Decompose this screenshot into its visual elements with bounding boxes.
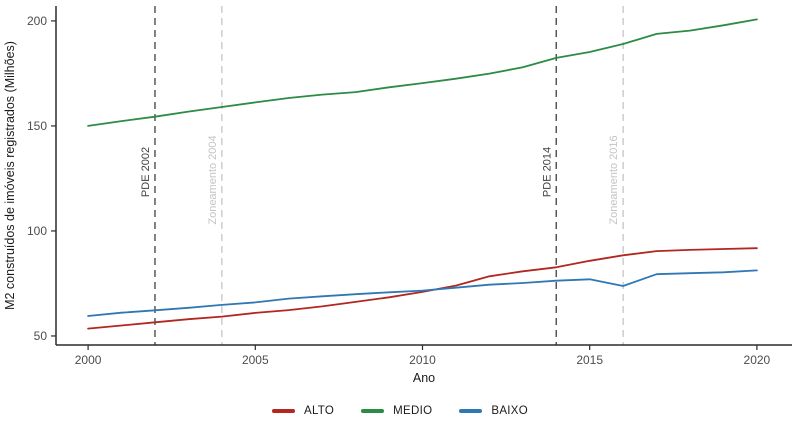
x-axis-title: Ano (413, 371, 435, 385)
x-tick-label-2000: 2000 (75, 353, 102, 367)
y-tick-label-100: 100 (27, 224, 47, 238)
series-line-medio (87, 18, 758, 127)
x-tick-label-2015: 2015 (576, 353, 603, 367)
legend-swatch-medio (361, 408, 385, 414)
chart-legend: ALTO MEDIO BAIXO (0, 405, 800, 417)
legend-label-medio: MEDIO (393, 405, 433, 417)
legend-label-alto: ALTO (303, 405, 335, 417)
legend-item-alto: ALTO (271, 405, 335, 417)
legend-label-baixo: BAIXO (491, 405, 529, 417)
legend-swatch-baixo (459, 408, 483, 414)
y-tick-label-150: 150 (27, 119, 47, 133)
legend-item-baixo: BAIXO (459, 405, 528, 417)
legend-item-medio: MEDIO (361, 405, 432, 417)
x-tick-label-2020: 2020 (744, 353, 771, 367)
y-axis-title: M2 construídos de imóveis registrados (M… (3, 41, 17, 310)
y-tick-label-50: 50 (34, 329, 48, 343)
y-tick-label-200: 200 (27, 14, 47, 28)
vline-label-2004: Zoneamento 2004 (207, 135, 219, 224)
vline-label-2002: PDE 2002 (140, 147, 152, 197)
series-line-alto (87, 247, 758, 330)
vline-label-2014: PDE 2014 (541, 147, 553, 197)
x-tick-label-2005: 2005 (242, 353, 269, 367)
x-tick-label-2010: 2010 (409, 353, 436, 367)
vline-label-2016: Zoneamento 2016 (608, 135, 620, 224)
series-line-baixo (87, 269, 758, 317)
legend-swatch-alto (271, 408, 295, 414)
